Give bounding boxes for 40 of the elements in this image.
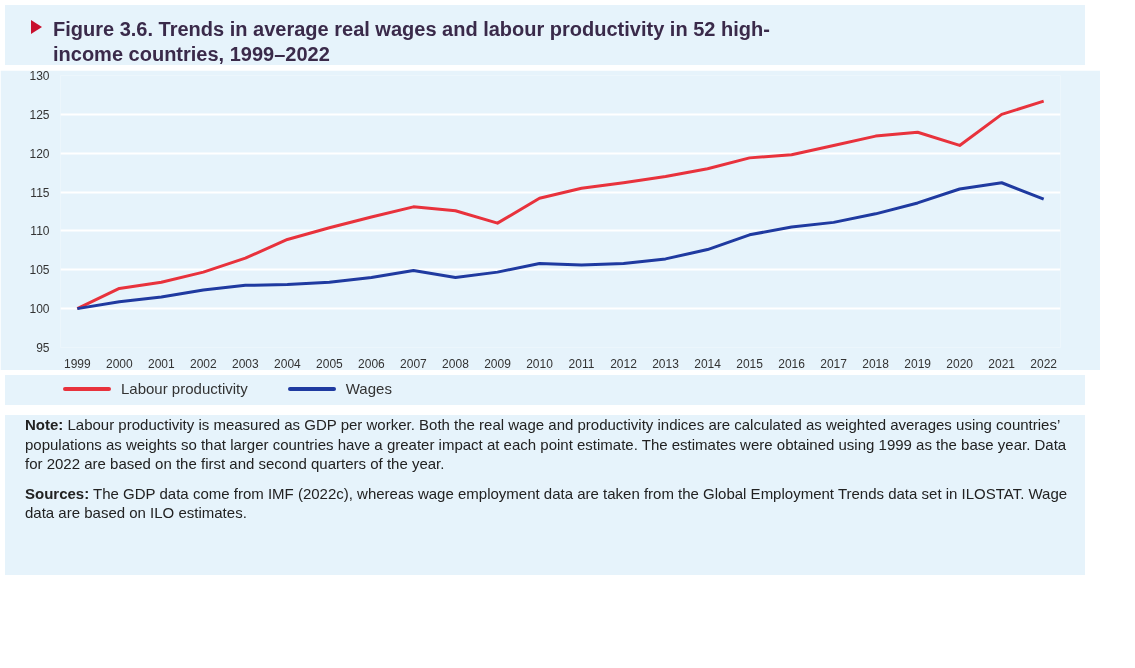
legend-item: Labour productivity	[63, 378, 248, 400]
x-tick-label: 1999	[63, 356, 91, 371]
x-tick-label: 2004	[274, 356, 302, 371]
y-tick-label: 120	[29, 146, 50, 161]
legend-item: Wages	[287, 378, 392, 400]
x-tick-label: 2020	[946, 356, 974, 371]
x-tick-label: 2021	[988, 356, 1016, 371]
x-tick-label: 2014	[694, 356, 722, 371]
y-tick-label: 110	[30, 224, 50, 239]
y-tick-label: 105	[29, 263, 50, 278]
x-tick-label: 2010	[526, 356, 554, 371]
x-tick-label: 2006	[358, 356, 386, 371]
line-series	[75, 181, 1046, 311]
y-tick-label: 130	[29, 69, 50, 83]
x-tick-label: 2003	[232, 356, 260, 371]
x-tick-label: 2016	[778, 356, 806, 371]
x-tick-label: 2015	[736, 356, 764, 371]
x-tick-label: 2009	[484, 356, 512, 371]
x-tick-label: 2011	[568, 356, 595, 371]
x-tick-label: 2012	[610, 356, 638, 371]
x-tick-label: 2018	[862, 356, 890, 371]
legend-label: Wages	[345, 379, 392, 400]
legend-label: Labour productivity	[121, 379, 248, 400]
x-tick-label: 2002	[190, 356, 218, 371]
x-tick-label: 2008	[442, 356, 470, 371]
x-tick-label: 2017	[820, 356, 848, 371]
x-tick-label: 2000	[105, 356, 133, 371]
y-tick-label: 115	[30, 185, 50, 200]
x-tick-label: 2001	[147, 356, 176, 371]
source-note: Sources: The GDP data come from IMF (2022c), whereas wage employment data are taken from the Global Employment Trends data set in ILOSTAT. Wage data are based on ILO estimates.	[25, 483, 1069, 523]
x-tick-label: 2007	[400, 356, 428, 371]
chart-title: Figure 3.6. Trends in average real wages and labour productivity in 52 high-income countries, 1999–2022	[52, 17, 771, 67]
text: Note: Labour productivity is measured as GDP per worker. Both the real wage and productivity indices are calculated as weighted averages using countries’ populations as weights so that larger countries have a greater impact at each point estimate. The estimates were obtained using 1999 as the base year. Data for 2022 are based on the first and second quarters of the year.	[25, 415, 1068, 474]
y-tick-label: 125	[29, 107, 50, 122]
x-tick-label: 2019	[904, 356, 932, 371]
y-tick-label: 100	[29, 302, 50, 317]
y-tick-label: 95	[36, 341, 50, 355]
x-tick-label: 2013	[652, 356, 680, 371]
x-tick-label: 2005	[316, 356, 344, 371]
x-tick-label: 2022	[1030, 356, 1058, 371]
